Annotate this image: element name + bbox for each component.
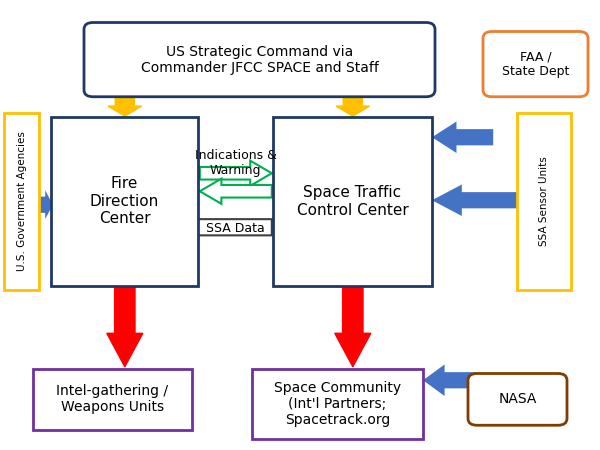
FancyBboxPatch shape bbox=[84, 22, 435, 97]
Polygon shape bbox=[200, 179, 272, 204]
Polygon shape bbox=[336, 92, 370, 116]
Bar bbox=[4, 112, 39, 290]
Polygon shape bbox=[39, 190, 53, 219]
Bar bbox=[33, 369, 192, 430]
Text: NASA: NASA bbox=[499, 392, 536, 406]
Bar bbox=[51, 117, 198, 286]
FancyBboxPatch shape bbox=[483, 32, 588, 97]
Text: Indications &
Warning: Indications & Warning bbox=[195, 149, 277, 177]
Text: FAA /
State Dept: FAA / State Dept bbox=[502, 50, 569, 78]
Polygon shape bbox=[432, 184, 517, 216]
Text: Space Traffic
Control Center: Space Traffic Control Center bbox=[296, 185, 409, 217]
Polygon shape bbox=[108, 92, 142, 116]
Text: SSA Sensor Units: SSA Sensor Units bbox=[539, 157, 549, 246]
Bar bbox=[273, 117, 432, 286]
Text: U.S. Government Agencies: U.S. Government Agencies bbox=[17, 131, 26, 271]
Bar bbox=[517, 112, 571, 290]
Polygon shape bbox=[423, 364, 477, 396]
Polygon shape bbox=[107, 287, 143, 367]
Bar bbox=[252, 369, 423, 439]
Text: SSA Data: SSA Data bbox=[206, 222, 265, 234]
Text: Fire
Direction
Center: Fire Direction Center bbox=[90, 176, 159, 226]
Polygon shape bbox=[200, 161, 272, 186]
Text: Intel-gathering /
Weapons Units: Intel-gathering / Weapons Units bbox=[56, 384, 169, 414]
FancyBboxPatch shape bbox=[468, 374, 567, 425]
Text: US Strategic Command via
Commander JFCC SPACE and Staff: US Strategic Command via Commander JFCC … bbox=[140, 45, 379, 75]
Polygon shape bbox=[432, 122, 493, 153]
Polygon shape bbox=[335, 287, 371, 367]
Text: Space Community
(Int'l Partners;
Spacetrack.org: Space Community (Int'l Partners; Spacetr… bbox=[274, 381, 401, 427]
Polygon shape bbox=[156, 213, 272, 242]
